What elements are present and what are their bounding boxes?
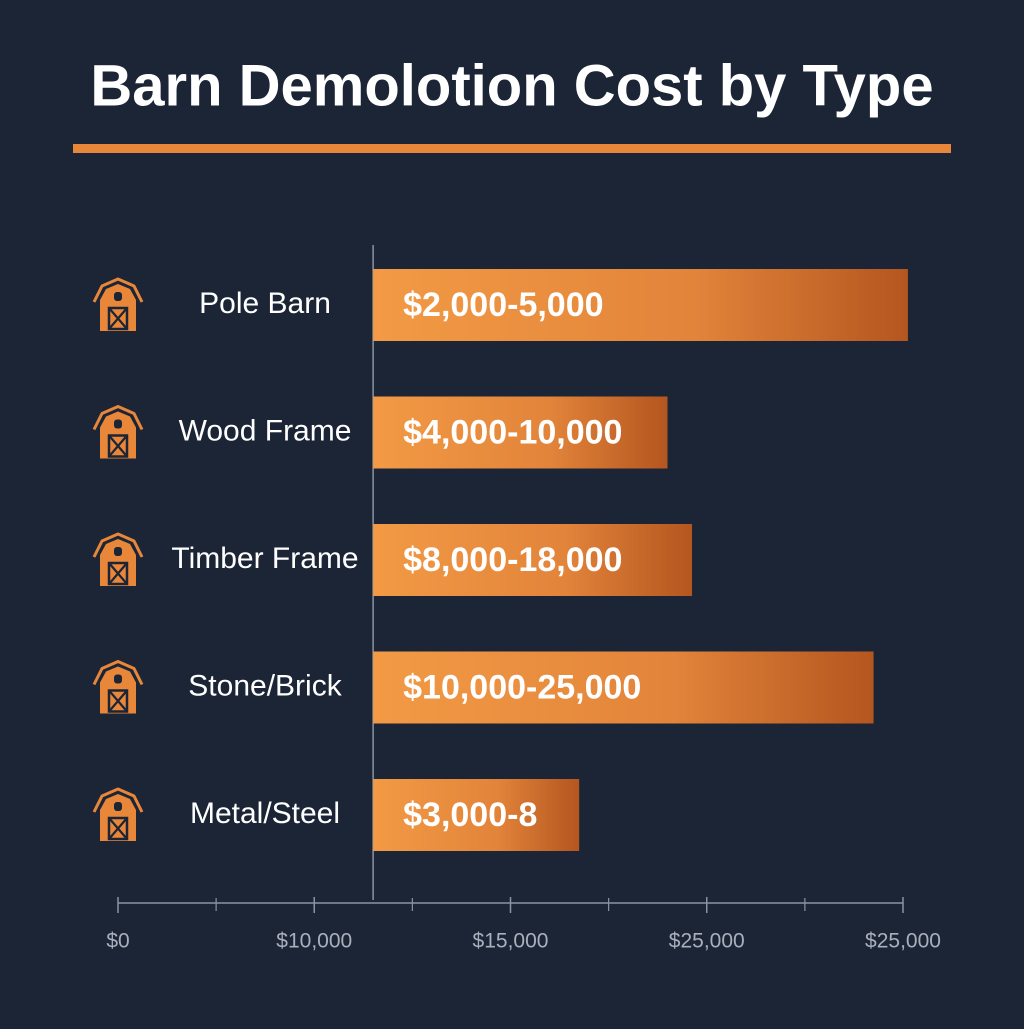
bar-label: $2,000-5,000 xyxy=(403,286,603,324)
barn-door xyxy=(107,816,129,841)
x-tick-label: $15,000 xyxy=(473,930,549,953)
bar xyxy=(373,524,693,596)
x-tick-label: $25,000 xyxy=(669,930,745,953)
x-tick-label: $0 xyxy=(106,930,129,953)
barn-door-x xyxy=(108,434,128,458)
bar xyxy=(373,779,580,851)
barn-door xyxy=(107,434,129,458)
barn-roof xyxy=(92,277,144,303)
barn-roof xyxy=(92,660,144,686)
barn-window xyxy=(114,419,122,429)
bar-label: $8,000-18,000 xyxy=(403,541,622,579)
chart-title: Barn Demolotion Cost by Type xyxy=(90,53,933,118)
category-label: Timber Frame xyxy=(171,542,358,575)
category-label: Metal/Steel xyxy=(190,797,340,830)
x-tick-label: $25,000 xyxy=(865,930,941,953)
bar-label: $10,000-25,000 xyxy=(403,668,641,706)
category-label: Wood Frame xyxy=(179,414,352,447)
barn-door-x xyxy=(108,817,128,840)
barn-window xyxy=(114,547,122,556)
barn-roof xyxy=(92,787,144,813)
barn-door-x xyxy=(108,689,128,713)
category-label: Stone/Brick xyxy=(188,669,342,702)
barn-door xyxy=(107,306,129,331)
barn-door xyxy=(107,561,129,586)
barn-window xyxy=(114,292,122,301)
barn-roof xyxy=(92,532,144,558)
barn-icon xyxy=(92,660,144,714)
barn-door xyxy=(107,689,129,713)
bar xyxy=(373,396,668,469)
category-label: Pole Barn xyxy=(199,287,331,320)
barn-roof xyxy=(92,405,144,431)
barn-door-x xyxy=(108,562,128,585)
bar-label: $4,000-10,000 xyxy=(403,413,622,451)
bar xyxy=(373,651,874,724)
x-tick-label: $10,000 xyxy=(276,930,352,953)
barn-window xyxy=(114,674,122,684)
barn-icon xyxy=(92,787,144,841)
title-underline xyxy=(73,144,951,153)
barn-door-x xyxy=(108,307,128,330)
barn-icon xyxy=(92,277,144,331)
bar-label: $3,000-8 xyxy=(403,796,537,834)
barn-icon xyxy=(92,532,144,586)
barn-icon xyxy=(92,405,144,459)
barn-window xyxy=(114,802,122,811)
bar xyxy=(373,269,908,341)
